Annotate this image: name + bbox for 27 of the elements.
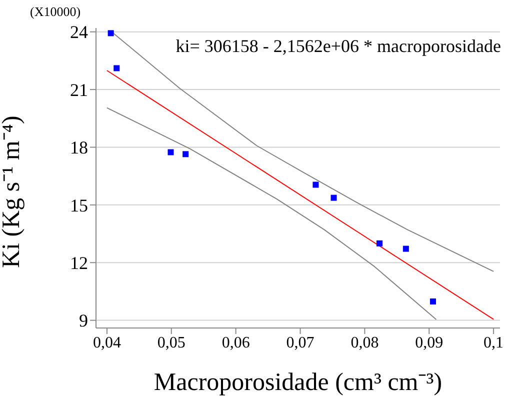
x-tick-label: 0,08 <box>350 334 379 352</box>
y-tick-label: 24 <box>70 22 88 42</box>
x-tick-label: 0,09 <box>415 334 444 352</box>
x-tick-label: 0,04 <box>92 334 121 352</box>
y-tick-label: 12 <box>70 253 88 274</box>
point <box>430 298 436 304</box>
point <box>402 246 409 252</box>
point <box>168 149 174 156</box>
y-tick-label: 21 <box>70 80 88 100</box>
point <box>330 194 337 201</box>
annotation: ki= 306158 - 2,1562e+06 * macroporosidade <box>176 36 501 57</box>
point <box>182 151 189 158</box>
x-tick-label: 0,05 <box>157 334 186 352</box>
point <box>376 240 383 246</box>
text: (X10000) <box>30 4 81 20</box>
line-series <box>106 107 437 320</box>
point <box>108 30 114 36</box>
x-tick-label: 0,07 <box>286 334 314 352</box>
y-axis-title: Ki (Kg s⁻¹ m⁻⁴) <box>0 116 25 268</box>
y-tick-label: 15 <box>70 195 88 216</box>
x-tick-label: 0,1 <box>484 334 504 352</box>
point <box>114 65 120 72</box>
x-tick-label: 0,06 <box>222 334 250 352</box>
x-axis-title: Macroporosidade (cm³ cm⁻³) <box>154 369 442 396</box>
y-tick-label: 9 <box>79 310 88 331</box>
y-tick-label: 18 <box>70 138 88 158</box>
point <box>312 182 319 188</box>
